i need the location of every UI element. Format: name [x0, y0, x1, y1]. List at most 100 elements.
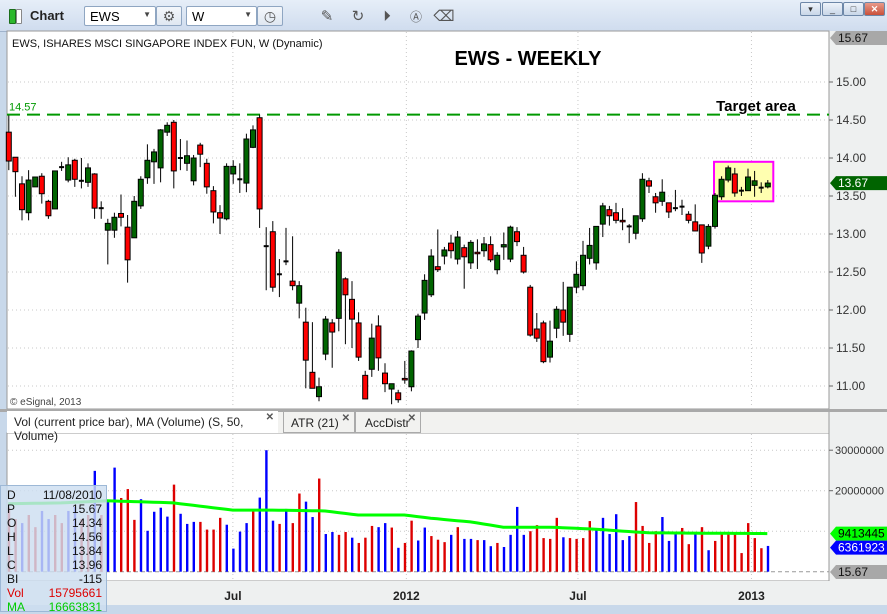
- volume-bar: [601, 517, 605, 572]
- candle-body: [349, 298, 355, 320]
- candle-body: [269, 231, 276, 288]
- candle-body: [256, 117, 263, 210]
- volume-bar: [496, 542, 499, 572]
- candle-body: [382, 372, 388, 385]
- clock-icon[interactable]: ◷: [257, 6, 283, 26]
- volume-bar: [529, 531, 532, 572]
- dw-key: BI: [7, 572, 19, 586]
- volume-bar: [311, 517, 314, 572]
- price-tick-label: 13.50: [836, 189, 866, 203]
- chevron-down-icon[interactable]: ▼: [244, 10, 252, 19]
- volume-bar: [225, 524, 228, 572]
- volume-bar: [113, 467, 116, 572]
- price-pane[interactable]: [6, 30, 830, 410]
- high-price-tag: 15.67: [838, 31, 868, 45]
- candle-body: [322, 318, 329, 355]
- volume-bar: [509, 534, 512, 572]
- volume-bar: [245, 523, 248, 572]
- pencil-icon[interactable]: ✎: [320, 8, 334, 25]
- annotation-a-icon[interactable]: Ⓐ: [409, 9, 422, 24]
- candle-body: [540, 322, 547, 363]
- play-icon[interactable]: ⏵: [383, 7, 391, 25]
- volume-bar: [720, 534, 723, 572]
- ma-value-tag-bg: [830, 526, 887, 541]
- candle-body: [32, 176, 39, 188]
- volume-bar: [615, 514, 618, 572]
- maximize-button[interactable]: □: [843, 2, 864, 16]
- volume-bar: [582, 538, 585, 572]
- candle-body: [725, 167, 732, 181]
- chevron-down-icon[interactable]: ▼: [143, 10, 151, 19]
- volume-bar: [179, 513, 182, 572]
- eraser-icon[interactable]: ⌫: [433, 8, 455, 25]
- candle-body: [170, 121, 177, 172]
- candle-body: [474, 251, 481, 255]
- target-layer: 14.57: [7, 102, 829, 116]
- target-area-label: Target area: [716, 98, 796, 115]
- candle-body: [520, 254, 527, 273]
- candle-body: [599, 205, 606, 225]
- volume-bar: [417, 540, 420, 572]
- volume-bar: [390, 527, 393, 572]
- candle-body: [124, 226, 131, 261]
- volume-bar: [212, 529, 215, 572]
- candle-body: [342, 278, 349, 296]
- candle-body: [316, 386, 322, 398]
- close-icon[interactable]: ✕: [265, 412, 274, 423]
- price-axis[interactable]: [829, 31, 887, 409]
- volume-bar: [252, 510, 255, 572]
- tab-atr[interactable]: ATR (21) ✕: [283, 411, 355, 433]
- dw-key: H: [7, 530, 16, 544]
- tab-accdistr[interactable]: AccDistr ✕: [355, 411, 421, 433]
- volume-bar: [522, 534, 525, 572]
- volume-bar: [516, 506, 519, 572]
- interval-value: W: [192, 9, 205, 24]
- dw-key: Vol: [7, 586, 24, 600]
- volume-bar: [489, 546, 492, 572]
- close-button[interactable]: ✕: [864, 2, 885, 16]
- dw-key: MA: [7, 600, 25, 614]
- copyright: © eSignal, 2013: [10, 397, 82, 408]
- bottom-price-tag-bg: [830, 565, 887, 579]
- window-menu-button[interactable]: ▾: [800, 2, 821, 16]
- candle-body: [335, 251, 342, 319]
- candle-body: [428, 255, 435, 296]
- candle-body: [573, 273, 580, 288]
- candle-body: [586, 244, 593, 259]
- data-window[interactable]: D 11/08/2010 P 15.67 O 14.34 H 14.56 L 13.84 …: [0, 485, 107, 614]
- candle-body: [223, 165, 230, 220]
- interval-combo[interactable]: W ▼: [186, 6, 257, 26]
- candle-body: [217, 212, 223, 219]
- minimize-button[interactable]: _: [822, 2, 843, 16]
- date-axis[interactable]: [7, 581, 829, 605]
- volume-bar: [291, 523, 294, 572]
- tab-atr-label: ATR (21): [291, 416, 339, 430]
- price-tick-label: 11.50: [836, 341, 865, 355]
- volume-bar: [278, 523, 281, 572]
- price-tick-label: 12.50: [836, 265, 866, 279]
- volume-bar: [384, 523, 387, 572]
- date-tick-label: 2013: [738, 589, 765, 603]
- pane-splitter[interactable]: [0, 409, 887, 412]
- gear-icon[interactable]: ⚙: [156, 6, 182, 26]
- volume-bar: [463, 538, 466, 572]
- chart-refresh-icon[interactable]: ↻: [351, 8, 365, 25]
- symbol-combo[interactable]: EWS ▼: [84, 6, 156, 26]
- volume-bar: [469, 538, 473, 572]
- close-icon[interactable]: ✕: [341, 413, 350, 424]
- volume-bar: [219, 517, 222, 572]
- tab-volume[interactable]: Vol (current price bar), MA (Volume) (S,…: [7, 411, 278, 443]
- volume-bar: [535, 525, 539, 572]
- volume-bar: [153, 511, 156, 572]
- volume-bar: [621, 540, 624, 572]
- close-icon[interactable]: ✕: [407, 413, 416, 424]
- candle-body: [91, 173, 98, 209]
- volume-bar: [443, 542, 446, 572]
- candle-body: [632, 215, 639, 234]
- volume-bar: [456, 527, 459, 572]
- candle-body: [25, 179, 32, 214]
- heading: EWS - WEEKLY: [454, 48, 602, 70]
- candle-body: [104, 222, 111, 231]
- candle-body: [203, 162, 210, 188]
